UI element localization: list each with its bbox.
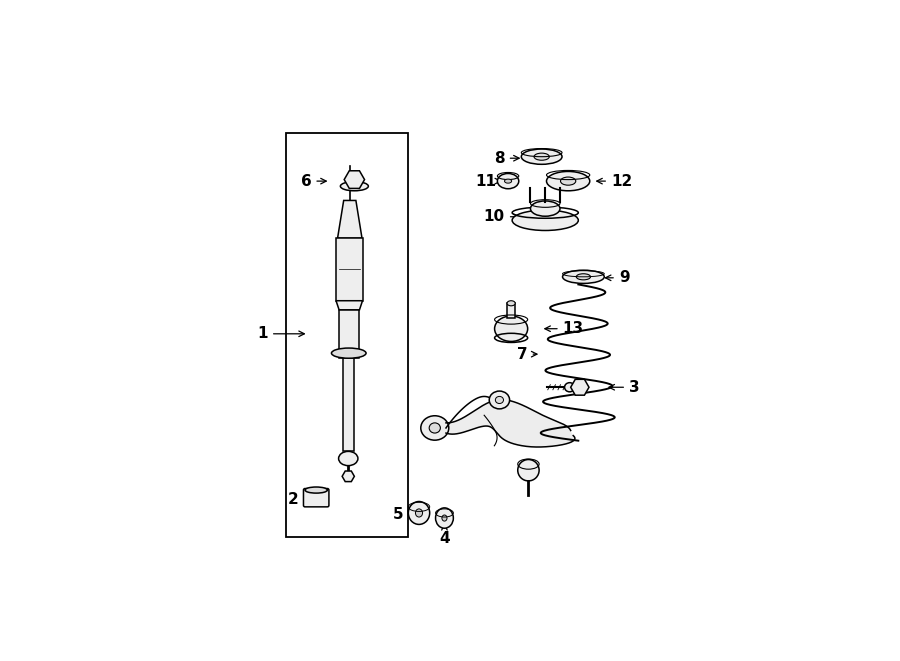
Text: 8: 8: [494, 151, 519, 166]
Text: 9: 9: [606, 270, 629, 286]
Ellipse shape: [442, 515, 447, 521]
Text: 2: 2: [288, 492, 311, 507]
Text: 13: 13: [544, 321, 584, 336]
Ellipse shape: [512, 210, 579, 231]
Text: 3: 3: [609, 380, 640, 395]
Ellipse shape: [495, 397, 503, 403]
Ellipse shape: [495, 316, 527, 342]
Ellipse shape: [416, 509, 423, 517]
Ellipse shape: [505, 179, 511, 183]
Ellipse shape: [436, 508, 454, 528]
Ellipse shape: [521, 149, 562, 165]
Text: 1: 1: [257, 327, 304, 341]
Polygon shape: [446, 400, 575, 447]
Text: 7: 7: [517, 346, 537, 362]
Ellipse shape: [409, 502, 429, 524]
Bar: [338, 310, 359, 358]
Ellipse shape: [429, 423, 440, 433]
Ellipse shape: [331, 348, 366, 358]
Ellipse shape: [490, 391, 509, 409]
Ellipse shape: [546, 171, 590, 191]
Ellipse shape: [562, 270, 604, 284]
FancyBboxPatch shape: [303, 488, 328, 507]
Text: 6: 6: [301, 174, 327, 188]
Ellipse shape: [576, 274, 590, 280]
Text: 5: 5: [392, 507, 414, 522]
Ellipse shape: [305, 487, 328, 493]
Ellipse shape: [534, 153, 549, 160]
Bar: [507, 303, 515, 317]
Bar: [343, 358, 354, 451]
Ellipse shape: [340, 182, 368, 191]
Text: 11: 11: [475, 174, 501, 188]
Ellipse shape: [421, 416, 449, 440]
Polygon shape: [336, 301, 363, 310]
Text: 4: 4: [439, 524, 450, 546]
Ellipse shape: [518, 459, 539, 481]
Polygon shape: [338, 200, 362, 238]
Ellipse shape: [564, 383, 575, 392]
Text: 10: 10: [484, 210, 519, 224]
Bar: [285, 133, 408, 537]
Text: 12: 12: [597, 174, 632, 188]
Bar: [336, 238, 363, 301]
Ellipse shape: [507, 301, 515, 306]
Ellipse shape: [530, 201, 560, 216]
Ellipse shape: [338, 451, 358, 465]
Ellipse shape: [561, 177, 576, 185]
Ellipse shape: [498, 173, 518, 189]
